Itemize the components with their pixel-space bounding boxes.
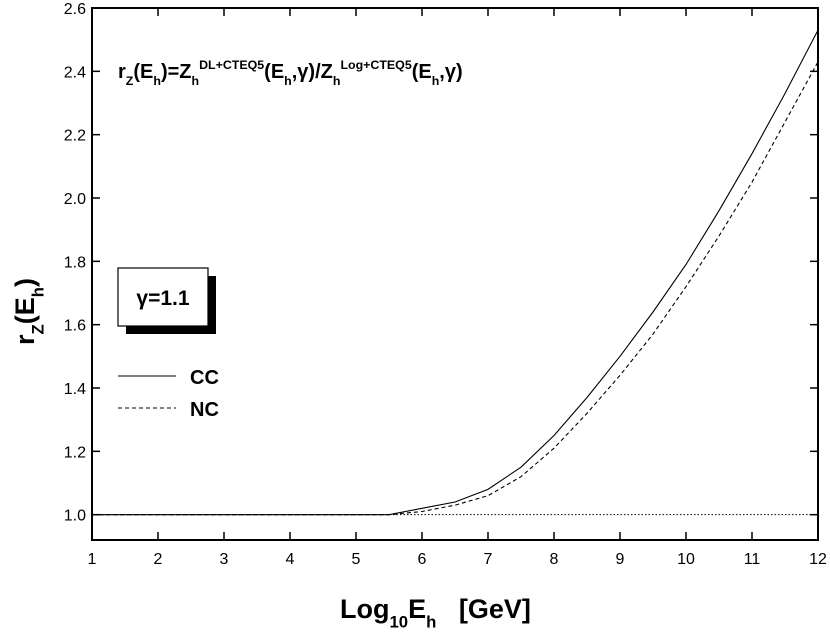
text-part: h (284, 74, 292, 88)
x-tick-label: 4 (286, 551, 295, 568)
formula-annotation: rZ(Eh)=ZhDL+CTEQ5(Eh,γ)/ZhLog+CTEQ5(Eh,γ… (118, 58, 463, 88)
y-tick-label: 2.4 (64, 64, 86, 81)
x-tick-label: 9 (616, 551, 625, 568)
text-part: [GeV] (436, 594, 531, 624)
text-part: h (333, 74, 341, 88)
y-tick-label: 2.6 (64, 1, 86, 18)
y-tick-label: 2.2 (64, 128, 86, 145)
legend-label: NC (190, 399, 219, 421)
plot-frame (91, 7, 819, 541)
x-axis-label: Log10Eh [GeV] (340, 594, 531, 631)
text-part: (E (133, 61, 153, 83)
x-tick-label: 11 (744, 551, 761, 568)
text-part: r (10, 334, 40, 345)
x-tick-label: 3 (220, 551, 229, 568)
y-tick-label: 1.0 (64, 508, 86, 525)
x-tick-label: 7 (484, 551, 493, 568)
x-tick-label: 2 (154, 551, 163, 568)
text-part: Z (28, 324, 47, 334)
y-axis-label: rZ(Eh) (10, 278, 47, 345)
text-part: (E (10, 297, 40, 324)
x-tick-label: 6 (418, 551, 427, 568)
series-line (92, 61, 819, 516)
box-label: γ=1.1 (136, 287, 189, 310)
label-box (117, 267, 209, 327)
x-tick-label: 1 (88, 551, 97, 568)
text-part: h (432, 74, 440, 88)
text-part: h (28, 287, 47, 297)
text-part: h (153, 74, 161, 88)
text-part: DL+CTEQ5 (199, 58, 264, 72)
legend-label: CC (190, 367, 219, 389)
text-part: ,γ) (439, 61, 462, 83)
y-tick-label: 1.4 (64, 381, 86, 398)
text-part: h (426, 612, 436, 631)
text-part: ,γ)/Z (292, 61, 333, 83)
text-part: r (118, 61, 126, 83)
x-tick-label: 12 (809, 551, 827, 568)
x-tick-label: 5 (352, 551, 361, 568)
text-part: Log+CTEQ5 (340, 58, 411, 72)
text-part: E (408, 594, 426, 624)
text-part: Z (126, 74, 134, 88)
text-part: h (192, 74, 200, 88)
text-part: (E (412, 61, 432, 83)
y-tick-label: 2.0 (64, 191, 86, 208)
y-tick-label: 1.6 (64, 318, 86, 335)
text-part: )=Z (161, 61, 192, 83)
y-tick-label: 1.2 (64, 444, 86, 461)
x-tick-label: 10 (677, 551, 695, 568)
x-tick-label: 8 (550, 551, 559, 568)
text-part: Log (340, 594, 389, 624)
y-tick-label: 1.8 (64, 254, 86, 271)
text-part: ) (10, 278, 40, 287)
text-part: (E (264, 61, 284, 83)
text-part: 10 (389, 612, 408, 631)
